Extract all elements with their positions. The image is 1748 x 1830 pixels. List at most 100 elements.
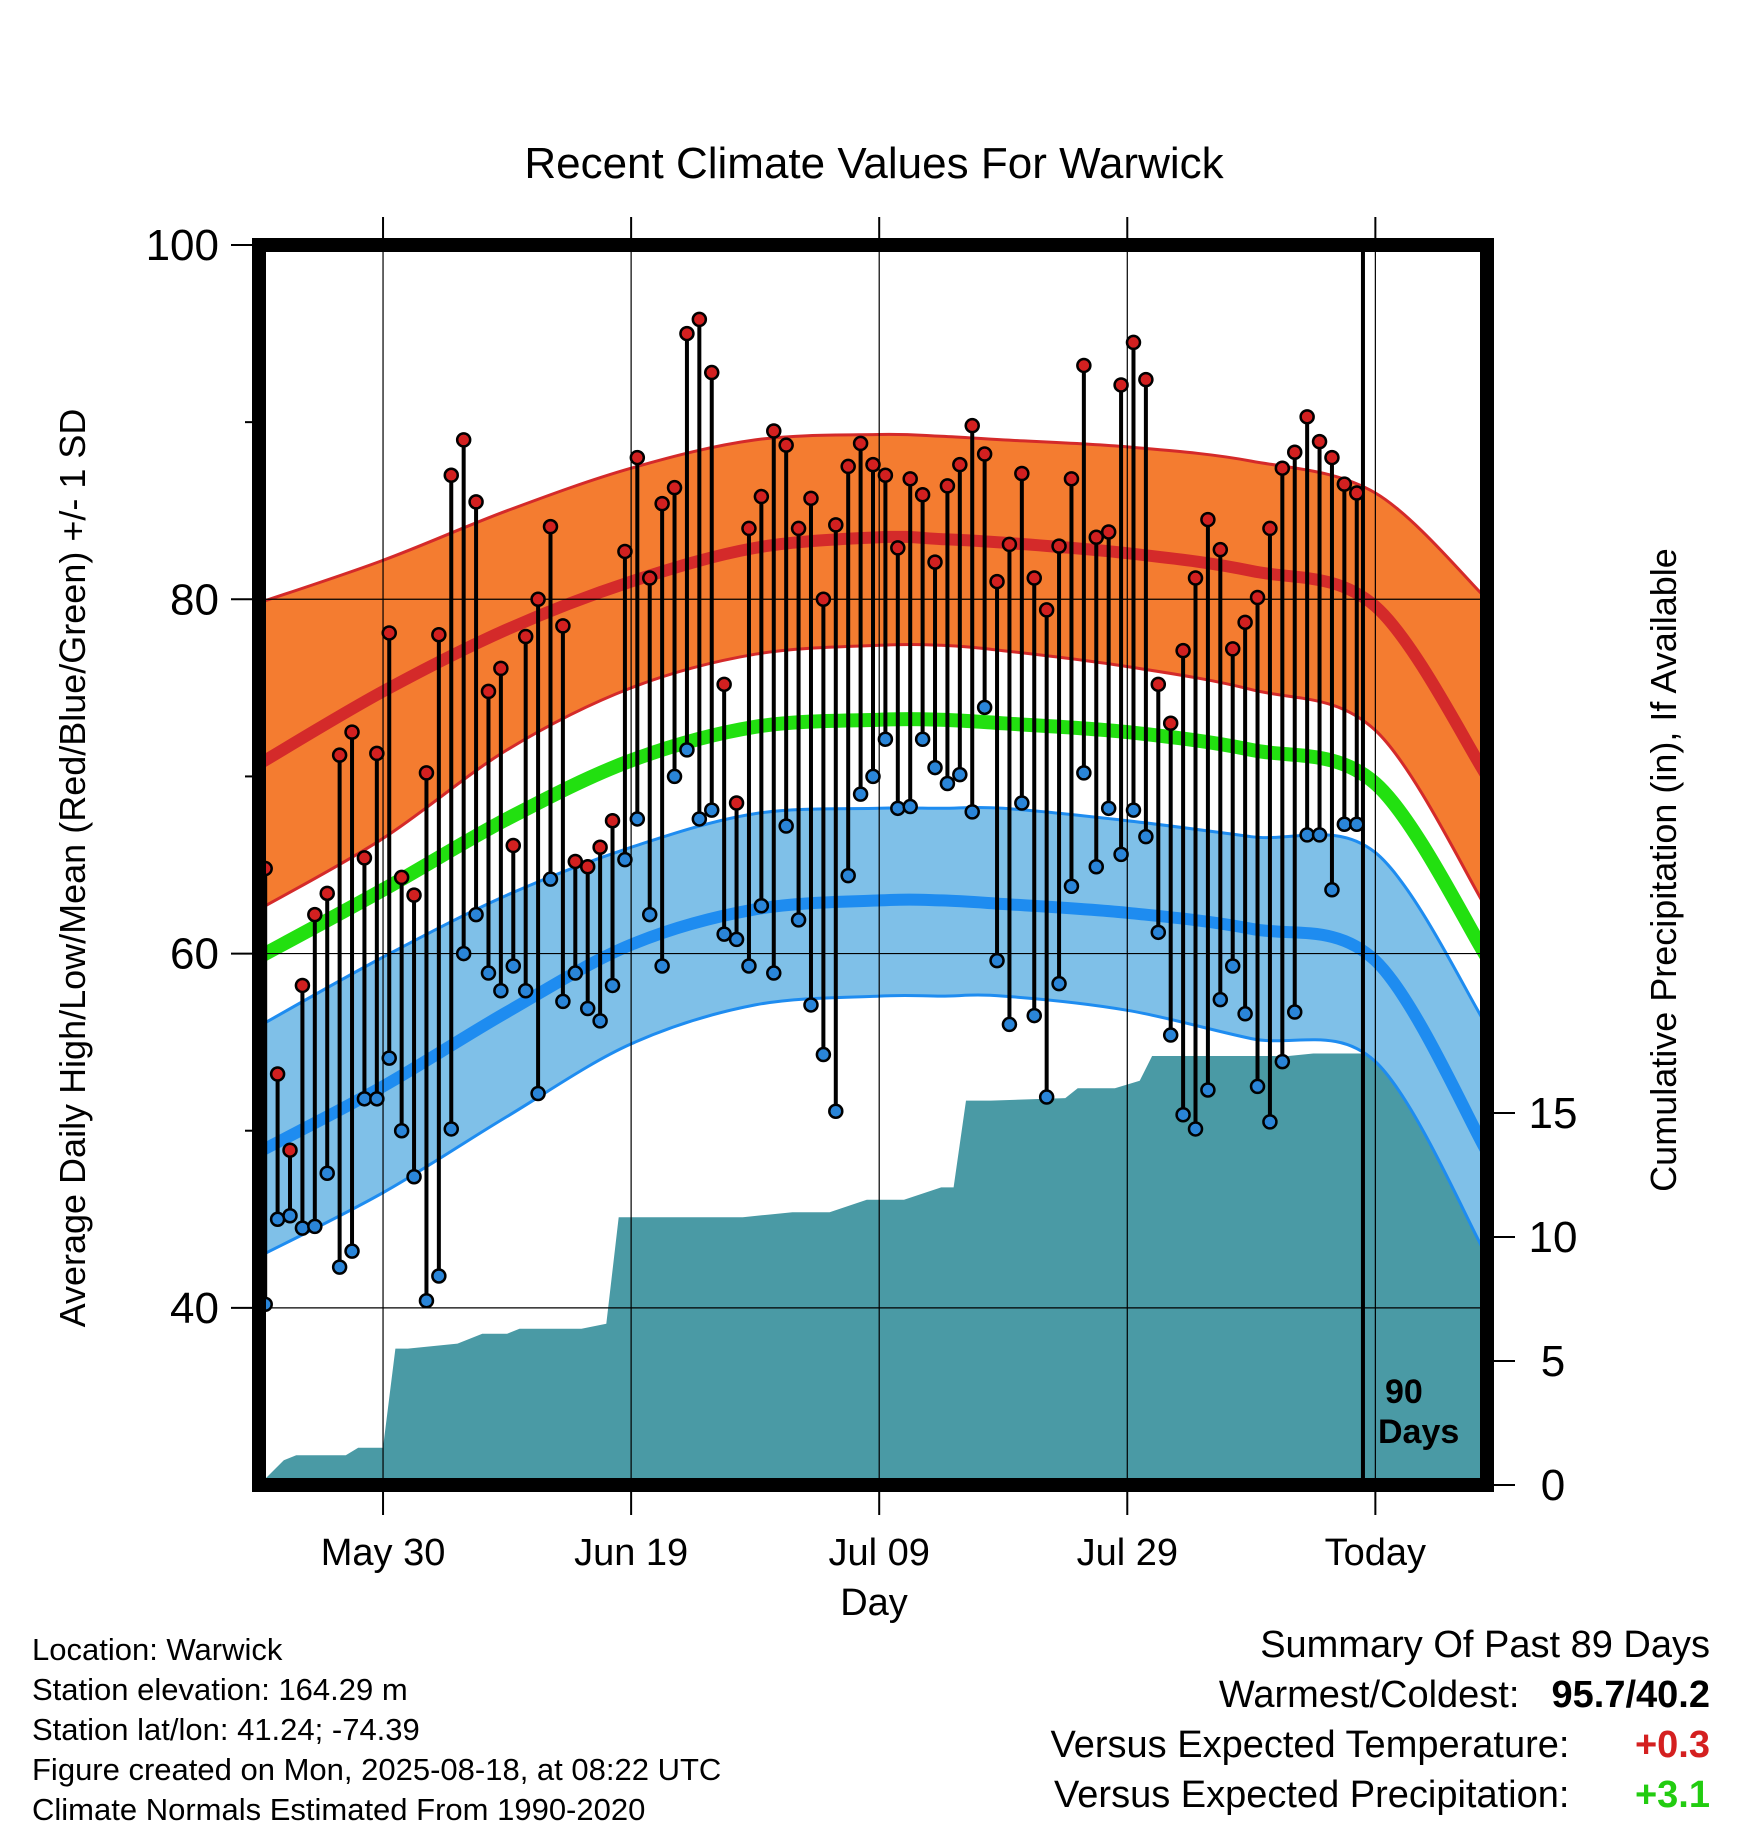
daily-low-point [1262, 1114, 1278, 1130]
daily-low-point [877, 731, 894, 747]
daily-low-point [468, 906, 484, 923]
daily-low-point [1187, 1121, 1204, 1137]
daily-low-point [679, 742, 695, 758]
summary-temp-row: Versus Expected Temperature: +0.3 [1051, 1720, 1710, 1770]
daily-low-point [1212, 991, 1229, 1008]
daily-high-point [840, 458, 856, 475]
daily-low-point [1038, 1089, 1055, 1105]
axes: 40 60 80 100 0 5 10 15 May 30 Jun 19 Jul 09 Jul 29 T… [146, 217, 1577, 1574]
daily-low-point [766, 965, 782, 981]
daily-low-point [282, 1207, 298, 1224]
daily-high-point [1224, 641, 1241, 657]
daily-high-point [1014, 465, 1030, 482]
daily-low-point [1125, 802, 1142, 818]
daily-high-point [567, 853, 584, 870]
y-right-tick-label: 0 [1541, 1461, 1565, 1510]
daily-low-point [964, 804, 980, 820]
daily-low-point [1014, 795, 1030, 811]
daily-high-point [269, 1066, 286, 1082]
daily-high-point [1100, 524, 1117, 540]
summary-warmest-row: Warmest/Coldest: 95.7/40.2 [1051, 1670, 1710, 1720]
summary-precip-row: Versus Expected Precipitation: +3.1 [1051, 1770, 1710, 1820]
daily-low-point [592, 1013, 608, 1029]
y-left-tick-label: 100 [146, 221, 219, 270]
low-normal-line [259, 893, 1487, 1158]
daily-high-point [865, 456, 881, 473]
daily-low-point [1063, 878, 1080, 895]
daily-high-point [728, 795, 745, 811]
daily-low-point [654, 958, 670, 974]
daily-high-point [654, 495, 670, 512]
daily-high-point [679, 325, 695, 342]
daily-high-point [989, 573, 1005, 590]
daily-low-point [294, 1220, 311, 1236]
daily-high-point [455, 432, 472, 448]
y-left-tick-label: 80 [170, 575, 219, 624]
daily-low-point [493, 983, 509, 999]
daily-low-point [1324, 882, 1340, 898]
daily-high-point [406, 887, 422, 903]
daily-high-point [1051, 538, 1067, 554]
daily-low-point [331, 1259, 348, 1275]
daily-low-point [269, 1211, 286, 1228]
days-annotation-number: 90 [1385, 1373, 1423, 1411]
daily-high-point [294, 977, 311, 994]
daily-low-point [381, 1050, 397, 1066]
daily-high-point [480, 683, 497, 700]
daily-low-point [1026, 1007, 1043, 1024]
daily-high-point [1237, 614, 1253, 631]
daily-high-point [307, 906, 323, 923]
daily-high-point [877, 467, 894, 484]
y-right-tick-label: 5 [1541, 1337, 1565, 1386]
daily-high-point [703, 364, 720, 381]
daily-low-point [567, 965, 584, 981]
daily-high-point [331, 747, 348, 763]
daily-low-point [728, 931, 745, 948]
daily-low-point [790, 912, 807, 928]
daily-high-point [641, 570, 658, 586]
daily-low-point [480, 965, 497, 981]
daily-low-point [840, 867, 856, 884]
daily-low-point [778, 818, 794, 834]
daily-low-point [1138, 828, 1154, 845]
y-left-tick-label: 60 [170, 930, 219, 979]
daily-high-point [852, 435, 869, 452]
daily-low-point [1224, 958, 1241, 974]
daily-low-point [815, 1046, 832, 1063]
daily-high-point [1125, 334, 1142, 351]
daily-high-point [1026, 570, 1043, 586]
daily-high-point [617, 543, 633, 560]
x-tick-label: Jul 29 [1077, 1532, 1178, 1574]
x-tick-label: Jul 09 [828, 1532, 929, 1574]
daily-low-point [1150, 924, 1167, 941]
daily-high-point [1200, 511, 1216, 528]
daily-high-point [1349, 485, 1365, 501]
station-info: Location: Warwick Station elevation: 164… [32, 1630, 721, 1830]
daily-high-point [1175, 642, 1191, 659]
daily-high-point [1311, 433, 1328, 450]
daily-low-point [406, 1169, 422, 1185]
daily-low-point [369, 1091, 385, 1107]
daily-high-point [1212, 541, 1229, 558]
x-tick-label: Jun 19 [574, 1532, 688, 1574]
daily-low-point [1286, 1004, 1303, 1020]
daily-low-point [1336, 816, 1353, 833]
x-tick-label: May 30 [321, 1532, 446, 1574]
daily-high-point [741, 520, 757, 537]
daily-high-point [890, 540, 906, 556]
elevation-text: Station elevation: 164.29 m [32, 1672, 408, 1707]
daily-high-point [815, 591, 832, 608]
daily-low-point [319, 1165, 335, 1181]
summary-title: Summary Of Past 89 Days [1260, 1624, 1710, 1666]
daily-high-point [1286, 444, 1303, 461]
daily-low-point [505, 958, 522, 974]
daily-low-point [344, 1243, 360, 1259]
location-text: Location: Warwick [32, 1632, 283, 1667]
daily-low-point [1274, 1053, 1291, 1070]
daily-low-point [852, 786, 869, 802]
daily-high-point [716, 676, 732, 693]
daily-high-point [1076, 357, 1092, 374]
latlon-text: Station lat/lon: 41.24; -74.39 [32, 1712, 420, 1747]
warmest-label: Warmest/Coldest: [1218, 1674, 1520, 1716]
daily-high-point [1262, 520, 1278, 537]
